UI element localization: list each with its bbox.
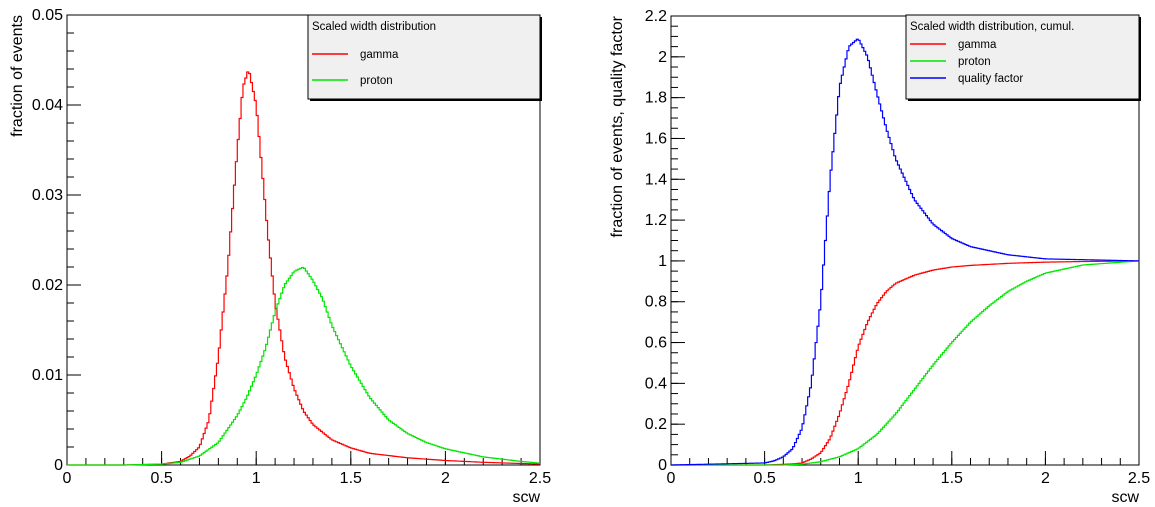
y-tick-label: 0.6 — [645, 335, 667, 352]
legend-entry: proton — [958, 56, 991, 68]
y-tick-label: 0.05 — [32, 7, 63, 24]
y-tick-label: 0.02 — [32, 277, 63, 294]
x-tick-label: 0.5 — [753, 470, 775, 487]
y-tick-label: 0.4 — [645, 375, 667, 392]
y-axis-title: fraction of events, quality factor — [609, 15, 626, 237]
y-tick-label: 0.01 — [32, 367, 63, 384]
y-tick-label: 1.8 — [645, 90, 667, 107]
x-tick-label: 0 — [667, 470, 676, 487]
x-tick-label: 1 — [252, 470, 261, 487]
series-proton-line — [671, 260, 1139, 466]
y-tick-label: 0.2 — [645, 416, 667, 433]
y-tick-label: 1.4 — [645, 171, 667, 188]
series-quality-factor-line — [671, 38, 1139, 466]
y-tick-label: 0 — [54, 457, 63, 474]
x-tick-label: 0.5 — [150, 470, 172, 487]
legend-box — [307, 14, 541, 100]
right-panel: 0 0.5 1 1.5 2 2.5 0 0.2 0.4 0.6 0.8 1 1.2 1.4 1.6 1.8 2 2… — [609, 8, 1150, 506]
legend-entry: quality factor — [958, 73, 1023, 85]
x-tick-label: 1 — [854, 470, 863, 487]
y-tick-label: 1.2 — [645, 212, 667, 229]
legend-title: Scaled width distribution — [312, 21, 436, 33]
y-axis-title: fraction of events — [9, 15, 26, 137]
y-tick-label: 1.6 — [645, 130, 667, 147]
x-tick-label: 2 — [441, 470, 450, 487]
x-tick-label: 2.5 — [529, 470, 551, 487]
x-axis-title: scw — [512, 489, 540, 506]
plot-frame — [66, 14, 541, 466]
legend-title: Scaled width distribution, cumul. — [910, 21, 1074, 33]
legend-entry: gamma — [360, 49, 399, 61]
x-tick-label: 1.5 — [340, 470, 362, 487]
y-tick-label: 0.8 — [645, 294, 667, 311]
x-tick-label: 2.5 — [1128, 470, 1150, 487]
series-gamma-line — [671, 260, 1139, 466]
x-axis-title: scw — [1111, 489, 1139, 506]
legend-entry: gamma — [958, 39, 997, 51]
y-tick-label: 0 — [658, 457, 667, 474]
y-tick-label: 2.2 — [645, 8, 667, 25]
left-panel: 0 0.5 1 1.5 2 2.5 0 0.01 0.02 0.03 0.04 0.05 scw frac… — [9, 7, 551, 506]
y-tick-label: 0.03 — [32, 187, 63, 204]
y-tick-label: 1 — [658, 253, 667, 270]
series-proton-line — [67, 266, 540, 466]
legend-box — [905, 14, 1140, 100]
x-tick-label: 1.5 — [941, 470, 963, 487]
y-tick-label: 0.04 — [32, 97, 63, 114]
x-tick-label: 0 — [63, 470, 72, 487]
y-tick-label: 2 — [658, 49, 667, 66]
legend-entry: proton — [360, 75, 393, 87]
x-tick-label: 2 — [1041, 470, 1050, 487]
